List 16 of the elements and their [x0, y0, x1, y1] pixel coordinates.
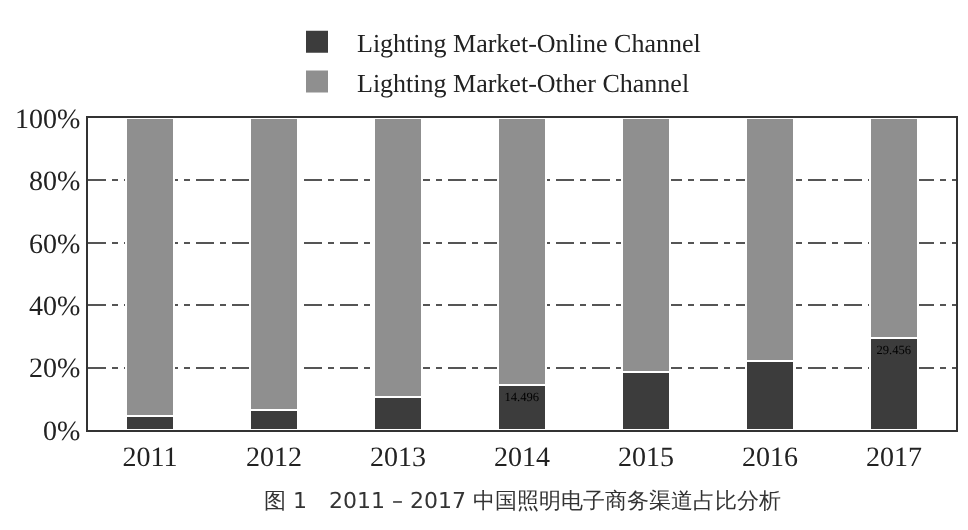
x-tick-label: 2015 — [618, 443, 674, 474]
x-tick-label: 2012 — [246, 443, 302, 474]
x-tick-label: 2014 — [494, 443, 550, 474]
y-tick-label: 100% — [15, 105, 82, 136]
x-tick-label: 2016 — [742, 443, 798, 474]
y-tick-label: 80% — [29, 168, 82, 199]
y-tick-label: 0% — [43, 417, 82, 448]
x-tick-label: 2011 — [122, 443, 178, 474]
caption: 图 1 2011 – 2017 中国照明电子商务渠道占比分析 — [264, 488, 781, 514]
x-tick-label: 2017 — [866, 443, 922, 474]
y-tick-label: 20% — [29, 355, 82, 386]
y-tick-label: 60% — [29, 230, 82, 261]
legend-label: Lighting Market-Online Channel — [357, 27, 702, 58]
legend-label: Lighting Market-Other Channel — [357, 67, 690, 98]
y-tick-label: 40% — [29, 293, 82, 323]
x-tick-label: 2013 — [370, 443, 426, 474]
